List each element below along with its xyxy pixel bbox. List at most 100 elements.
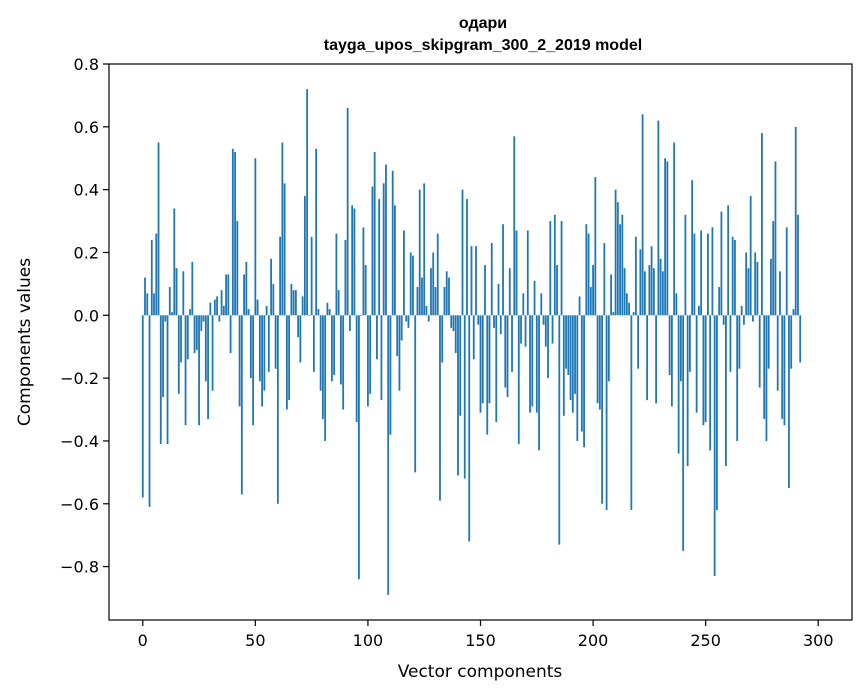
bar-25 (198, 315, 200, 426)
bar-242 (686, 315, 689, 467)
bar-73 (306, 89, 309, 316)
bar-223 (643, 271, 646, 316)
bar-132 (439, 315, 441, 501)
bar-63 (283, 183, 286, 316)
bar-179 (544, 315, 547, 347)
bar-51 (256, 299, 259, 316)
bar-159 (499, 315, 502, 335)
bar-243 (688, 315, 691, 372)
y-tick-label: −0.8 (60, 558, 99, 577)
bar-168 (520, 315, 522, 344)
bar-212 (619, 224, 621, 316)
bar-161 (504, 315, 507, 388)
bar-44 (240, 315, 243, 495)
bar-26 (200, 315, 203, 332)
bar-86 (335, 233, 338, 316)
bar-163 (508, 268, 511, 316)
bar-188 (565, 315, 567, 369)
bar-0 (141, 315, 144, 498)
bar-236 (673, 142, 676, 316)
bar-167 (517, 315, 520, 445)
y-tick-label: −0.6 (60, 495, 99, 514)
bar-237 (675, 293, 678, 316)
bar-30 (209, 302, 212, 316)
bar-229 (657, 120, 660, 316)
bar-185 (558, 315, 561, 545)
bar-282 (776, 315, 779, 391)
bar-182 (551, 315, 554, 344)
bar-142 (461, 189, 464, 316)
bar-249 (702, 315, 705, 426)
bar-248 (700, 230, 703, 316)
bar-230 (659, 258, 662, 316)
bar-171 (526, 230, 529, 316)
bar-31 (211, 315, 214, 391)
bar-289 (792, 309, 795, 316)
bar-235 (670, 315, 673, 407)
bar-181 (549, 221, 552, 316)
bar-199 (589, 287, 592, 316)
bar-147 (472, 315, 475, 360)
bar-139 (454, 315, 457, 353)
bar-162 (506, 315, 509, 397)
bar-3 (148, 315, 151, 507)
bar-177 (540, 293, 543, 316)
bar-10 (164, 315, 167, 322)
bar-245 (693, 233, 696, 316)
bar-61 (279, 236, 282, 316)
bar-281 (774, 161, 777, 316)
bar-33 (216, 296, 218, 316)
bar-18 (182, 271, 185, 316)
bar-38 (227, 274, 230, 316)
bar-102 (371, 186, 374, 316)
bar-183 (553, 214, 556, 316)
bar-104 (376, 315, 378, 360)
bar-190 (569, 315, 572, 401)
bar-77 (315, 148, 318, 316)
bar-55 (265, 305, 268, 316)
bar-67 (292, 290, 295, 316)
bar-143 (463, 315, 466, 479)
bar-39 (229, 315, 232, 353)
bar-87 (337, 290, 340, 316)
bar-107 (382, 183, 385, 316)
bar-255 (716, 315, 718, 511)
bar-120 (412, 255, 414, 316)
bar-35 (220, 290, 223, 316)
x-tick-label: 150 (465, 631, 496, 650)
bar-194 (578, 296, 581, 316)
bar-277 (765, 315, 768, 441)
plot-frame (108, 63, 853, 621)
x-axis-ticks: 0 50 100 150 200 250 300 (138, 620, 834, 650)
bar-113 (396, 315, 399, 357)
bar-89 (342, 315, 345, 410)
bar-166 (515, 230, 518, 316)
bar-27 (202, 315, 205, 322)
bar-58 (272, 283, 275, 316)
bar-178 (542, 315, 545, 325)
bar-291 (797, 214, 799, 316)
bar-92 (349, 315, 351, 332)
bar-193 (576, 315, 579, 441)
bar-14 (173, 208, 176, 316)
bar-258 (722, 315, 725, 325)
bar-174 (533, 280, 536, 316)
bar-110 (389, 315, 392, 435)
bar-215 (625, 293, 628, 316)
x-axis-label: Vector components (398, 662, 563, 682)
bar-136 (448, 277, 450, 316)
bar-144 (466, 199, 468, 316)
bar-124 (421, 277, 423, 316)
y-tick-label: −0.2 (60, 369, 99, 388)
bar-98 (362, 227, 365, 316)
bar-68 (294, 290, 297, 316)
x-tick-label: 50 (245, 631, 265, 650)
bar-287 (788, 315, 790, 489)
bar-46 (245, 261, 248, 316)
bar-131 (436, 233, 439, 316)
bar-105 (378, 199, 381, 316)
bar-83 (328, 309, 331, 316)
bar-196 (583, 315, 585, 448)
bar-84 (331, 315, 333, 382)
